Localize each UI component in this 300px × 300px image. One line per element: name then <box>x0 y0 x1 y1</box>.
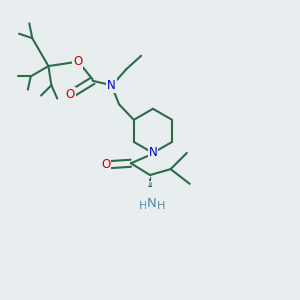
Text: N: N <box>147 197 156 210</box>
Text: O: O <box>66 88 75 100</box>
Text: O: O <box>101 158 110 171</box>
Text: O: O <box>73 55 83 68</box>
Text: H: H <box>157 201 165 211</box>
Text: H: H <box>139 201 147 211</box>
Text: N: N <box>107 79 116 92</box>
Text: N: N <box>148 146 157 159</box>
